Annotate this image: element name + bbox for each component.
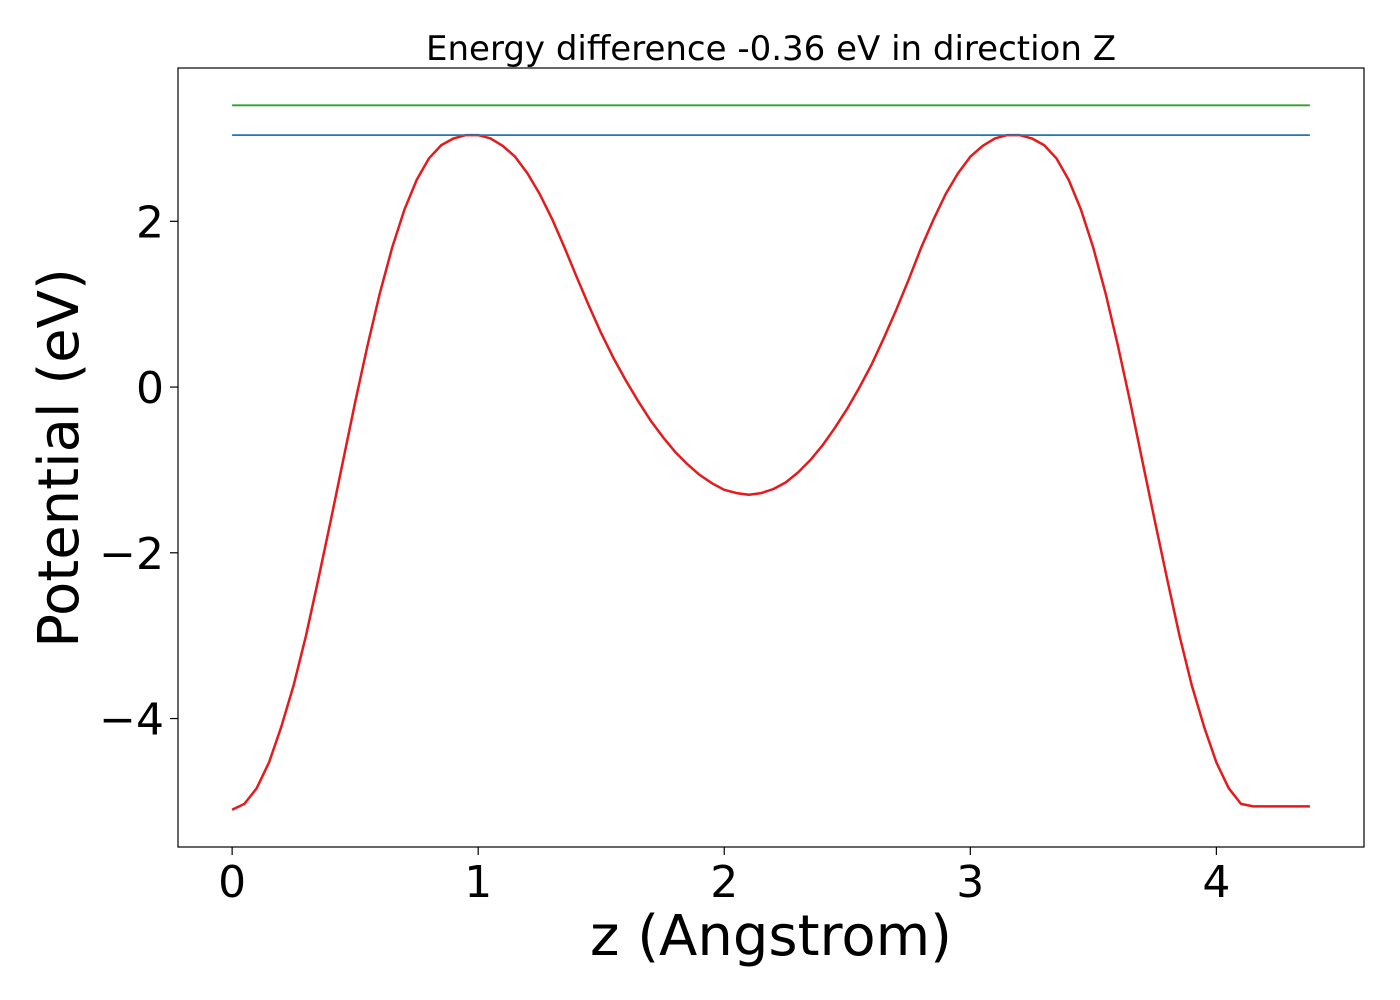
x-tick-label: 3 [956, 857, 984, 908]
x-tick-label: 0 [218, 857, 246, 908]
chart-title: Energy difference -0.36 eV in direction … [426, 29, 1116, 69]
y-tick-label: −2 [99, 529, 164, 580]
plot-area [231, 104, 1310, 811]
series-line-0 [231, 133, 1310, 811]
plot-frame [177, 67, 1365, 848]
axis-ticks: 0 1 2 3 4 −4 −2 0 2 [99, 197, 1230, 908]
y-axis-label: Potential (eV) [27, 268, 92, 648]
x-tick-label: 2 [710, 857, 738, 908]
y-tick-label: 0 [136, 363, 164, 414]
y-tick-label: 2 [136, 197, 164, 248]
y-tick-label: −4 [99, 695, 164, 746]
x-tick-label: 4 [1202, 857, 1230, 908]
x-tick-label: 1 [464, 857, 492, 908]
x-axis-label: z (Angstrom) [590, 904, 952, 969]
